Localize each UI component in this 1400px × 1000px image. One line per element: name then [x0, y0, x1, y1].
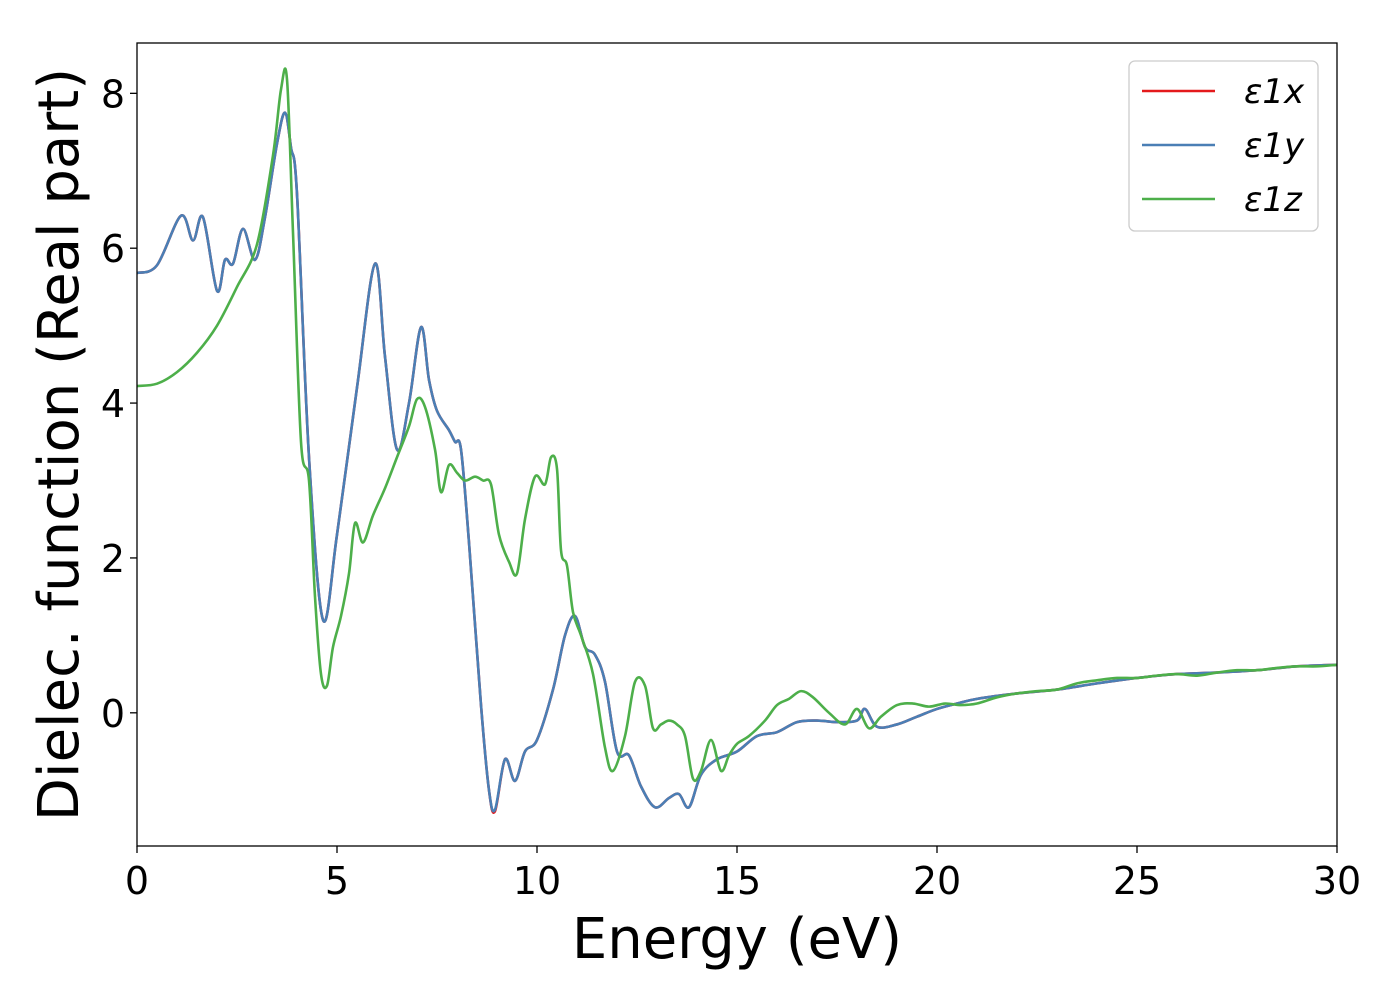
x-tick-label: 25	[1113, 859, 1161, 903]
x-tick-label: 5	[325, 859, 349, 903]
x-tick-label: 0	[125, 859, 149, 903]
series-layer	[137, 67, 1337, 814]
y-tick-label: 2	[101, 537, 125, 581]
y-axis-ticks: 0 2 4 6 8	[101, 72, 137, 736]
x-axis-title: Energy (eV)	[572, 907, 902, 972]
legend-box	[1128, 60, 1319, 232]
y-tick-label: 0	[101, 692, 125, 736]
legend-label-1: ε1y	[1244, 126, 1305, 166]
legend-label-2: ε1z	[1244, 180, 1303, 220]
y-tick-label: 6	[101, 227, 125, 271]
y-tick-label: 8	[101, 72, 125, 116]
y-tick-label: 4	[101, 382, 125, 426]
series-line-2	[137, 67, 1337, 783]
legend-label-0: ε1x	[1244, 72, 1305, 112]
x-axis-ticks: 0 5 10 15 20 25 30	[125, 846, 1361, 903]
x-tick-label: 30	[1313, 859, 1361, 903]
x-tick-label: 20	[913, 859, 961, 903]
legend: ε1x ε1y ε1z	[1128, 60, 1319, 232]
x-tick-label: 15	[713, 859, 761, 903]
y-axis-title: Dielec. function (Real part)	[27, 68, 92, 821]
x-tick-label: 10	[513, 859, 561, 903]
